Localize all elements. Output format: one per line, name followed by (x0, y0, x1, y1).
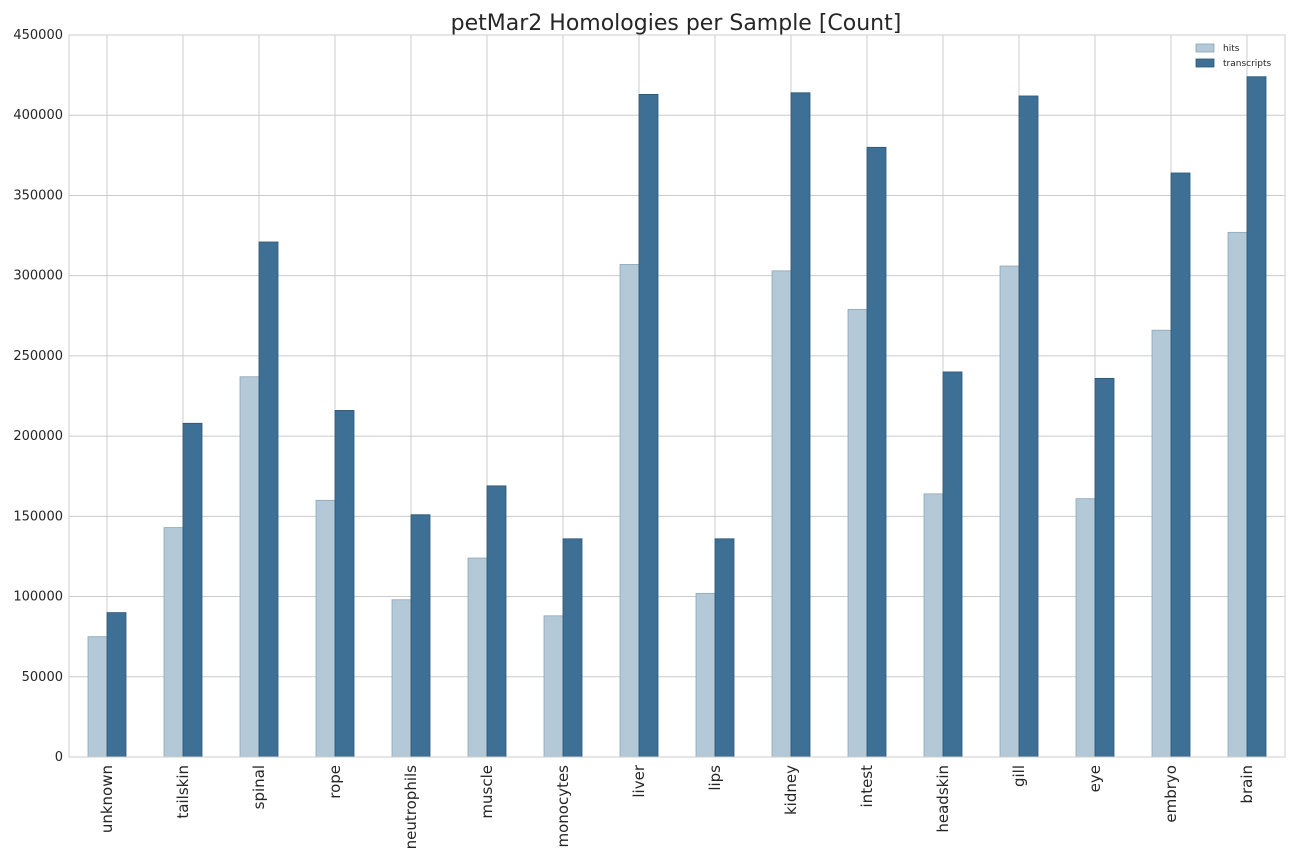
bar-hits-spinal (239, 376, 260, 758)
bar-hits-rope (315, 499, 336, 758)
x-tick-label: monocytes (554, 765, 572, 848)
bar-hits-lips (695, 592, 716, 758)
bar-hits-monocytes (543, 615, 564, 758)
y-tick-label: 150000 (13, 509, 63, 524)
x-tick-label: kidney (782, 765, 800, 815)
x-tick-label: tailskin (174, 765, 192, 819)
x-tick-label: brain (1238, 765, 1256, 804)
plot-frame (68, 34, 1286, 758)
legend-label-transcripts: transcripts (1223, 59, 1272, 69)
y-axis-ticks: 0 50000 100000 150000 200000 250000 300000 3500… (13, 28, 63, 765)
x-tick-label: headskin (934, 765, 952, 833)
y-tick-label: 50000 (22, 670, 63, 685)
bar-hits-intest (847, 308, 868, 758)
x-tick-label: gill (1010, 765, 1028, 787)
bar-transcripts-unknown (106, 612, 127, 758)
x-tick-label: lips (706, 765, 724, 791)
bar-hits-brain (1227, 231, 1248, 758)
x-tick-label: spinal (250, 765, 268, 809)
bar-transcripts-muscle (486, 485, 507, 758)
y-tick-label: 400000 (13, 108, 63, 123)
bar-hits-muscle (467, 557, 488, 758)
x-tick-label: eye (1086, 765, 1104, 792)
x-tick-label: liver (630, 764, 648, 797)
bar-transcripts-headskin (942, 371, 963, 758)
x-tick-label: rope (326, 765, 344, 799)
y-tick-label: 300000 (13, 269, 63, 284)
x-tick-label: neutrophils (402, 765, 420, 850)
legend-label-hits: hits (1223, 44, 1240, 54)
bar-transcripts-kidney (790, 92, 811, 758)
x-tick-label: embryo (1162, 765, 1180, 823)
y-tick-label: 450000 (13, 28, 63, 43)
bar-transcripts-gill (1018, 95, 1039, 758)
y-tick-label: 100000 (13, 590, 63, 605)
bar-transcripts-embryo (1170, 172, 1191, 758)
bar-transcripts-rope (334, 410, 355, 758)
bar-hits-headskin (923, 493, 944, 758)
x-tick-label: intest (858, 765, 876, 808)
chart-title: petMar2 Homologies per Sample [Count] (451, 11, 902, 36)
bar-hits-liver (619, 264, 640, 758)
bar-transcripts-eye (1094, 377, 1115, 758)
bar-hits-eye (1075, 498, 1096, 758)
bar-hits-embryo (1151, 329, 1172, 758)
bar-transcripts-monocytes (562, 538, 583, 758)
bar-hits-tailskin (163, 527, 184, 758)
bar-transcripts-lips (714, 538, 735, 758)
bar-transcripts-intest (866, 146, 887, 758)
bar-hits-neutrophils (391, 599, 412, 758)
y-tick-label: 250000 (13, 349, 63, 364)
x-axis-ticks: unknown tailskin spinal rope neutrophils musc… (98, 764, 1256, 849)
legend: hits transcripts (1195, 43, 1272, 69)
y-tick-label: 350000 (13, 188, 63, 203)
x-tick-label: muscle (478, 765, 496, 819)
bar-hits-unknown (87, 636, 108, 758)
bar-transcripts-brain (1246, 76, 1267, 758)
y-tick-label: 200000 (13, 429, 63, 444)
bar-transcripts-tailskin (182, 422, 203, 758)
y-tick-label: 0 (55, 750, 63, 765)
legend-swatch-transcripts (1195, 58, 1215, 68)
bar-hits-gill (999, 265, 1020, 758)
legend-swatch-hits (1195, 43, 1215, 53)
bar-transcripts-spinal (258, 241, 279, 758)
bars (87, 76, 1267, 758)
bar-transcripts-neutrophils (410, 514, 431, 758)
x-tick-label: unknown (98, 765, 116, 833)
bar-transcripts-liver (638, 93, 659, 758)
bar-hits-kidney (771, 270, 792, 758)
